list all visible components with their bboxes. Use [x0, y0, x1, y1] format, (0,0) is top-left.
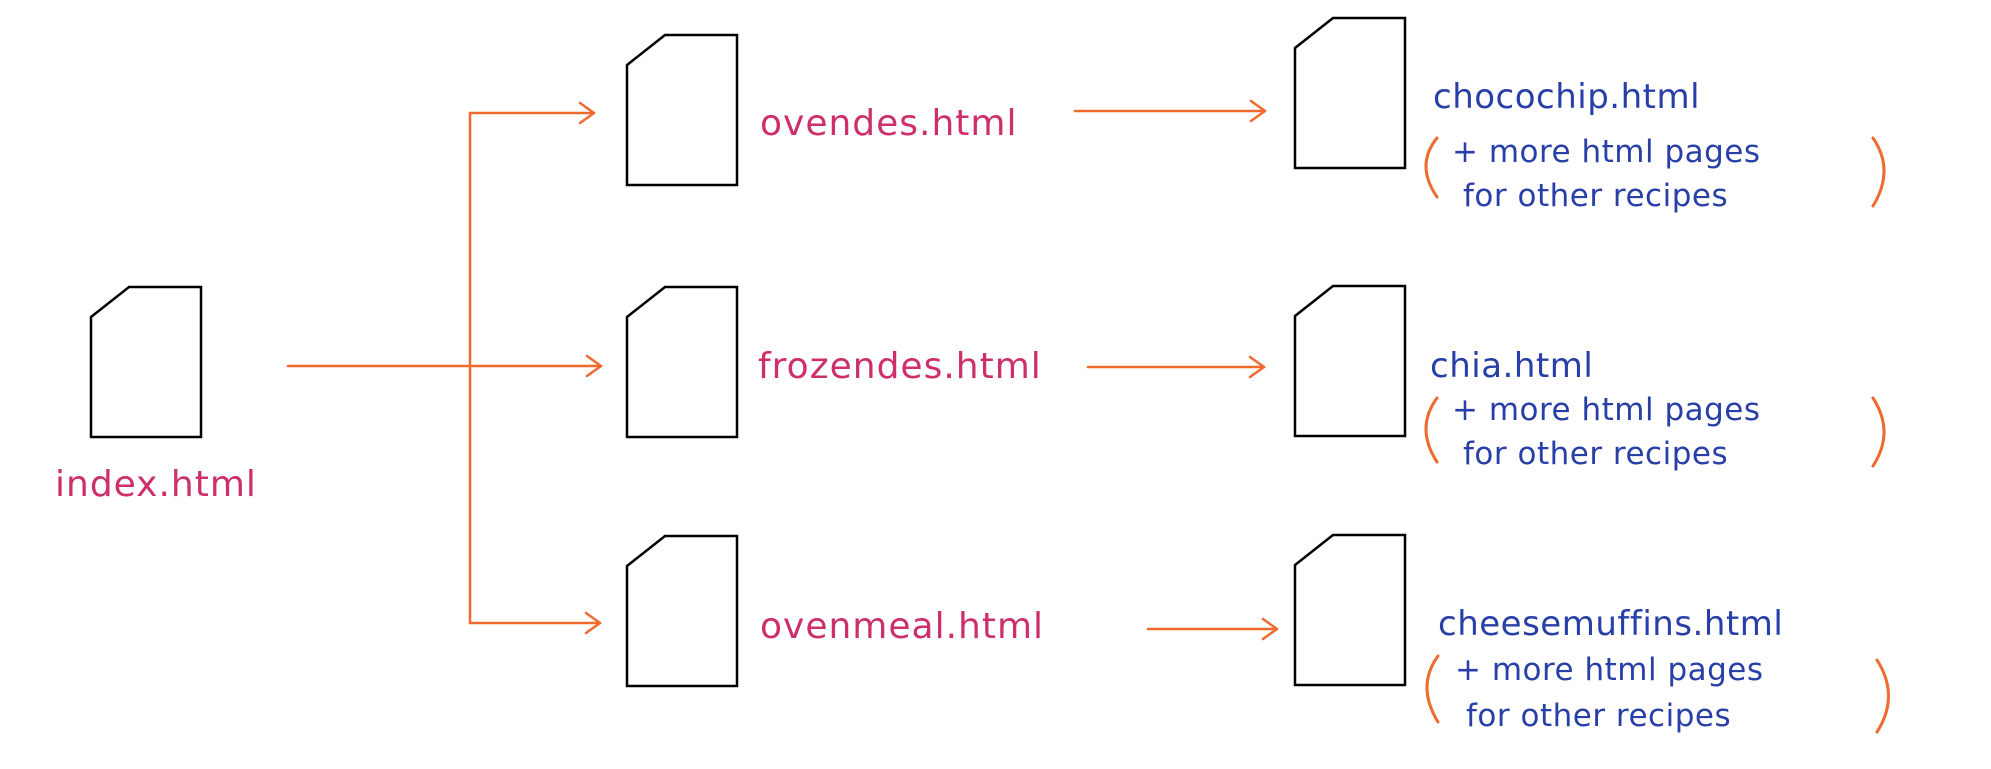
- root-connector: [286, 111, 472, 625]
- more-pages-note: + more html pages for other recipes: [1424, 392, 1886, 472]
- category-label: ovendes.html: [760, 103, 1018, 144]
- open-paren: [1425, 654, 1440, 724]
- note-line-2: for other recipes: [1463, 178, 1728, 214]
- root-node: index.html: [55, 285, 257, 505]
- close-paren: [1875, 658, 1890, 734]
- note-line-1: + more html pages: [1455, 652, 1764, 688]
- category-label: frozendes.html: [758, 346, 1042, 387]
- category-node-ovendes: ovendes.html chocochip.html + more html …: [468, 16, 1886, 214]
- note-line-2: for other recipes: [1463, 436, 1728, 472]
- recipe-document-icon: [1293, 284, 1407, 438]
- arrow-head-icon: [585, 354, 603, 378]
- note-line-1: + more html pages: [1452, 392, 1761, 428]
- root-label: index.html: [55, 464, 257, 505]
- category-to-recipe-arrow: [1073, 99, 1267, 123]
- open-paren: [1424, 396, 1439, 464]
- category-document-icon: [625, 285, 739, 439]
- arrow-head-icon: [1261, 617, 1279, 641]
- category-label: ovenmeal.html: [760, 606, 1044, 647]
- open-paren: [1424, 136, 1439, 199]
- category-node-ovenmeal: ovenmeal.html cheesemuffins.html + more …: [468, 533, 1890, 734]
- arrow-head-icon: [1249, 99, 1267, 123]
- note-line-1: + more html pages: [1452, 134, 1761, 170]
- close-paren: [1871, 136, 1886, 208]
- arrow-head-icon: [578, 101, 596, 125]
- category-to-recipe-arrow: [1086, 355, 1266, 379]
- recipe-document-icon: [1293, 533, 1407, 687]
- category-document-icon: [625, 534, 739, 688]
- close-paren: [1871, 396, 1886, 468]
- category-node-frozendes: frozendes.html chia.html + more html pag…: [468, 284, 1886, 472]
- recipe-label: chia.html: [1430, 346, 1593, 386]
- arrow-head-icon: [584, 611, 602, 635]
- recipe-document-icon: [1293, 16, 1407, 170]
- branch-arrow-frozendes: [468, 354, 603, 378]
- branch-arrow-ovenmeal: [468, 611, 602, 635]
- root-document-icon: [89, 285, 203, 439]
- more-pages-note: + more html pages for other recipes: [1424, 134, 1886, 214]
- more-pages-note: + more html pages for other recipes: [1425, 652, 1890, 734]
- arrow-head-icon: [1248, 355, 1266, 379]
- category-document-icon: [625, 33, 739, 187]
- note-line-2: for other recipes: [1466, 698, 1731, 734]
- recipe-label: chocochip.html: [1433, 77, 1700, 117]
- recipe-label: cheesemuffins.html: [1438, 604, 1783, 644]
- category-to-recipe-arrow: [1146, 617, 1279, 641]
- branch-arrow-ovendes: [468, 101, 596, 125]
